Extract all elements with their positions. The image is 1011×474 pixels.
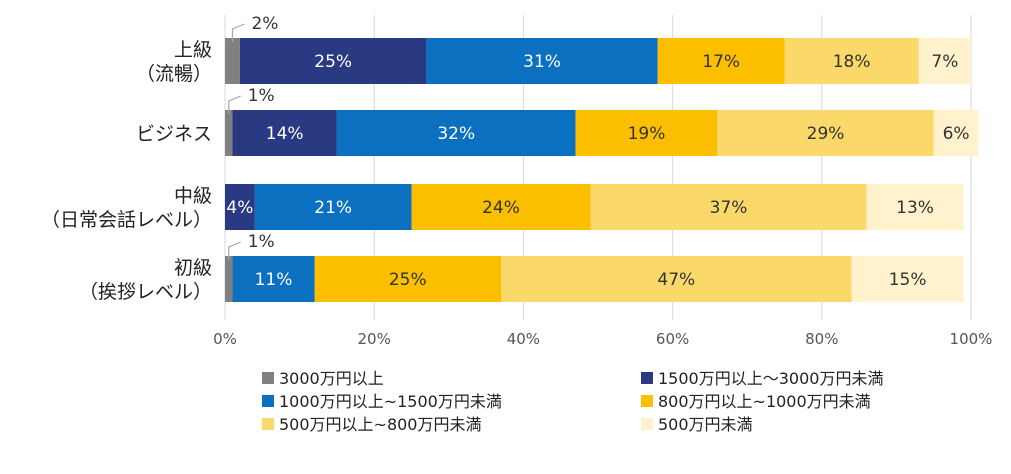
bar-segment bbox=[239, 38, 427, 84]
x-tick-label: 100% bbox=[950, 330, 993, 348]
legend-label: 500万円以上~800万円未満 bbox=[279, 415, 482, 434]
bar-segment bbox=[866, 184, 964, 230]
data-label: 11% bbox=[255, 270, 293, 290]
data-label: 25% bbox=[314, 52, 352, 72]
bar-segment bbox=[784, 38, 919, 84]
category-label: 初級 bbox=[174, 257, 212, 279]
x-tick-label: 0% bbox=[213, 330, 237, 348]
bar-segment bbox=[225, 256, 233, 302]
data-label: 7% bbox=[931, 52, 958, 72]
legend-swatch bbox=[641, 418, 653, 430]
legend-swatch bbox=[641, 372, 653, 384]
legend-swatch bbox=[262, 372, 274, 384]
bar-segment bbox=[657, 38, 785, 84]
callout-leader-line bbox=[231, 23, 245, 42]
data-label: 1% bbox=[248, 86, 275, 106]
bar-segment bbox=[225, 184, 255, 230]
legend-label: 500万円未満 bbox=[658, 415, 753, 434]
bar-segment bbox=[426, 38, 658, 84]
bar-segment bbox=[918, 38, 971, 84]
data-label: 37% bbox=[710, 198, 748, 218]
bar-segment bbox=[411, 184, 591, 230]
data-label: 1% bbox=[248, 232, 275, 252]
data-label: 2% bbox=[251, 14, 278, 34]
bar-segment bbox=[851, 256, 964, 302]
bar-segment bbox=[225, 38, 240, 84]
data-label: 17% bbox=[702, 52, 740, 72]
data-label: 21% bbox=[314, 198, 352, 218]
category-label: 中級 bbox=[174, 185, 212, 207]
category-label: （流暢） bbox=[136, 63, 212, 85]
x-tick-label: 60% bbox=[656, 330, 689, 348]
data-label: 13% bbox=[896, 198, 934, 218]
data-label: 4% bbox=[226, 198, 253, 218]
data-label: 25% bbox=[389, 270, 427, 290]
bar-segment bbox=[314, 256, 502, 302]
data-label: 18% bbox=[833, 52, 871, 72]
data-label: 6% bbox=[943, 124, 970, 144]
bar-segment bbox=[336, 110, 576, 156]
data-label: 47% bbox=[657, 270, 695, 290]
bar-segment bbox=[575, 110, 718, 156]
bar-segment bbox=[717, 110, 934, 156]
data-label: 14% bbox=[266, 124, 304, 144]
data-label: 24% bbox=[482, 198, 520, 218]
category-label: 上級 bbox=[174, 39, 212, 61]
category-label: （日常会話レベル） bbox=[41, 209, 212, 231]
data-label: 15% bbox=[889, 270, 927, 290]
data-label: 31% bbox=[523, 52, 561, 72]
legend-label: 3000万円以上 bbox=[279, 369, 384, 388]
bar-segment bbox=[590, 184, 867, 230]
bar-segment bbox=[225, 110, 233, 156]
bar-segment bbox=[232, 256, 315, 302]
legend-label: 1500万円以上～3000万円未満 bbox=[658, 369, 883, 388]
bar-segment bbox=[232, 110, 337, 156]
bar-segment bbox=[501, 256, 852, 302]
data-label: 32% bbox=[437, 124, 475, 144]
legend-swatch bbox=[641, 395, 653, 407]
callout-leader-line bbox=[228, 95, 241, 114]
data-label: 19% bbox=[628, 124, 666, 144]
x-tick-label: 20% bbox=[358, 330, 391, 348]
legend-swatch bbox=[262, 395, 274, 407]
x-tick-label: 80% bbox=[805, 330, 838, 348]
callout-leader-line bbox=[228, 241, 241, 260]
bar-segment bbox=[254, 184, 412, 230]
bar-segment bbox=[933, 110, 979, 156]
legend-label: 800万円以上~1000万円未満 bbox=[658, 392, 871, 411]
category-label: ビジネス bbox=[136, 123, 212, 145]
legend-label: 1000万円以上~1500万円未満 bbox=[279, 392, 502, 411]
category-label: （挨拶レベル） bbox=[79, 281, 212, 303]
data-label: 29% bbox=[807, 124, 845, 144]
legend-swatch bbox=[262, 418, 274, 430]
x-tick-label: 40% bbox=[507, 330, 540, 348]
